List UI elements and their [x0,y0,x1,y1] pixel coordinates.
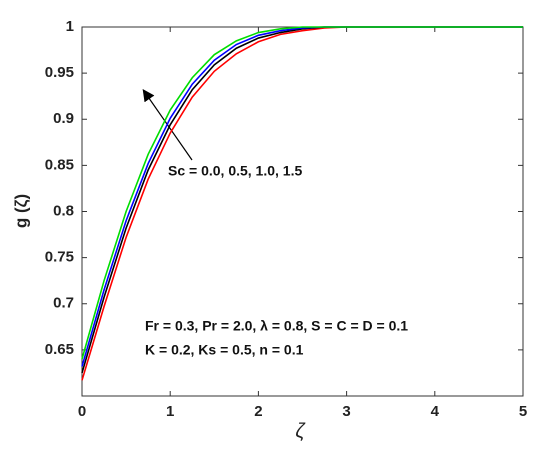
y-tick-label: 0.8 [53,202,74,219]
y-axis-label: g (ζ) [11,194,30,228]
line [81,26,523,381]
annotation: Sc = 0.0, 0.5, 1.0, 1.5 [168,163,302,179]
y-tick-label: 0.7 [53,295,74,312]
x-tick-label: 0 [78,403,86,420]
y-tick-label: 0.95 [45,64,74,81]
x-tick-label: 1 [166,403,174,420]
y-tick-label: 0.65 [45,341,74,358]
x-tick-label: 3 [342,403,350,420]
x-tick-label: 5 [519,403,527,420]
x-axis-label: ζ [295,420,306,442]
arrow [142,89,193,161]
annotation: Fr = 0.3, Pr = 2.0, λ = 0.8, S = C = D =… [145,318,408,334]
x-tick-label: 2 [254,403,262,420]
y-tick-label: 0.75 [45,249,74,266]
plot-frame [81,26,524,397]
y-tick-label: 1 [66,18,74,35]
line [81,26,523,360]
y-tick-label: 0.85 [45,156,74,173]
y-tick-label: 0.9 [53,110,74,127]
annotation: K = 0.2, Ks = 0.5, n = 0.1 [145,342,304,358]
x-tick-label: 4 [431,403,440,420]
